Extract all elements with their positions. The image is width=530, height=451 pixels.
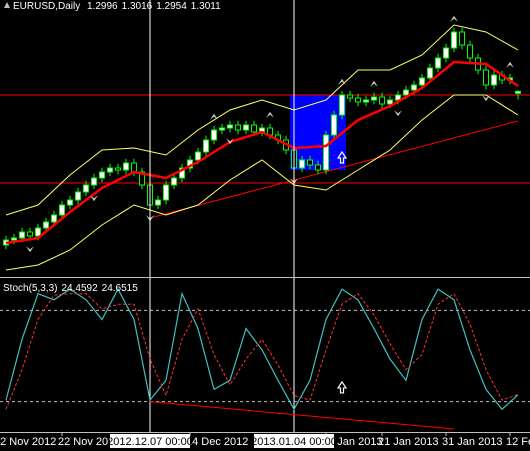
candle-body [387,99,393,105]
candle-body [467,44,473,59]
stoch-main-line [5,287,519,411]
candle-body [59,204,65,216]
x-tick-label: 14 Dec 2012 [186,436,248,448]
candle-body [171,177,177,186]
fractal-down [90,195,98,202]
signal-arrow [336,150,348,164]
main-header: EURUSD,Daily 1.2996 1.3016 1.2954 1.3011 [3,1,225,12]
candle-body [379,96,385,105]
stoch-trendline [149,401,455,430]
moving-average [5,60,519,245]
candle-body [51,214,57,223]
stoch-title: Stoch(5,3,3) [3,283,58,294]
candle-body [443,47,449,59]
candle-body [211,129,217,141]
candle-body [363,99,369,103]
candle-body [515,90,521,94]
candle-body [243,124,249,131]
candle-body [107,167,113,173]
candle-body [347,94,353,99]
candle-body [371,96,377,101]
fractal-down [226,138,234,145]
candle-body [155,199,161,206]
candle-body [179,167,185,179]
candle-body [459,31,465,46]
crosshair-label-box [254,434,334,448]
fractal-up [370,80,378,87]
stoch-main-value: 24.4592 [61,283,98,294]
candle-body [323,134,329,171]
fractal-up [266,111,274,118]
candle-body [235,124,241,131]
candle-body [139,171,145,186]
crosshair-label-box [110,434,190,448]
trendline [149,120,519,219]
candle-body [203,139,209,153]
x-tick-label: 12 Feb 2013 [506,436,530,448]
candle-body [403,89,409,96]
band-line [5,24,519,216]
candle-body [355,97,361,103]
x-tick-label: 21 Jan 2013 [378,436,439,448]
fractal-down [26,246,34,253]
candle-body [19,231,25,239]
fractal-up [338,78,346,85]
ohlc-low: 1.2954 [156,1,187,12]
candle-body [339,94,345,116]
x-tick-label: 12 Nov 2012 [0,436,56,448]
candle-body [67,199,73,206]
candle-body [83,184,89,193]
x-tick-label: 31 Jan 2013 [442,436,503,448]
candle-body [43,221,49,229]
candle-body [315,164,321,171]
candle-body [99,171,105,179]
header-icon [4,2,10,8]
stoch-signal-value: 24.6515 [101,283,138,294]
highlight-rectangle [290,95,346,170]
candle-body [115,167,121,171]
stoch-signal-arrow [336,380,348,394]
ohlc-open: 1.2996 [87,1,118,12]
candle-body [299,159,305,169]
candle-body [307,159,313,166]
band-line [5,94,519,271]
candle-body [75,191,81,201]
fractal-up [450,15,458,22]
stoch-header: Stoch(5,3,3) 24.4592 24.6515 [3,283,142,294]
candle-body [91,177,97,186]
candle-body [123,162,129,171]
crosshair-label: 2013.01.04 00:00 [251,436,337,448]
candle-body [219,127,225,131]
x-tick-label: 10 Jan 2013 [322,436,383,448]
candle-body [451,31,457,49]
candle-body [395,94,401,101]
candle-body [331,114,337,136]
fractal-up [506,61,514,68]
candle-body [163,184,169,201]
candle-body [195,151,201,161]
candle-body [435,57,441,69]
candle-body [251,124,257,133]
candle-body [427,67,433,79]
candle-body [419,77,425,86]
candle-body [227,124,233,129]
candle-body [491,74,497,86]
ohlc-close: 1.3011 [190,1,221,12]
candle-body [35,227,41,237]
candle-body [483,69,489,86]
symbol-title: EURUSD,Daily [13,1,81,12]
candle-body [11,237,17,241]
x-tick-label: 22 Nov 2012 [58,436,120,448]
candle-body [131,162,137,173]
candle-body [27,231,33,237]
fractal-down [482,95,490,102]
crosshair-label: 2012.12.07 00:00 [107,436,193,448]
fractal-up [210,113,218,120]
fractal-down [394,110,402,117]
candle-body [411,84,417,91]
ohlc-high: 1.3016 [121,1,153,12]
